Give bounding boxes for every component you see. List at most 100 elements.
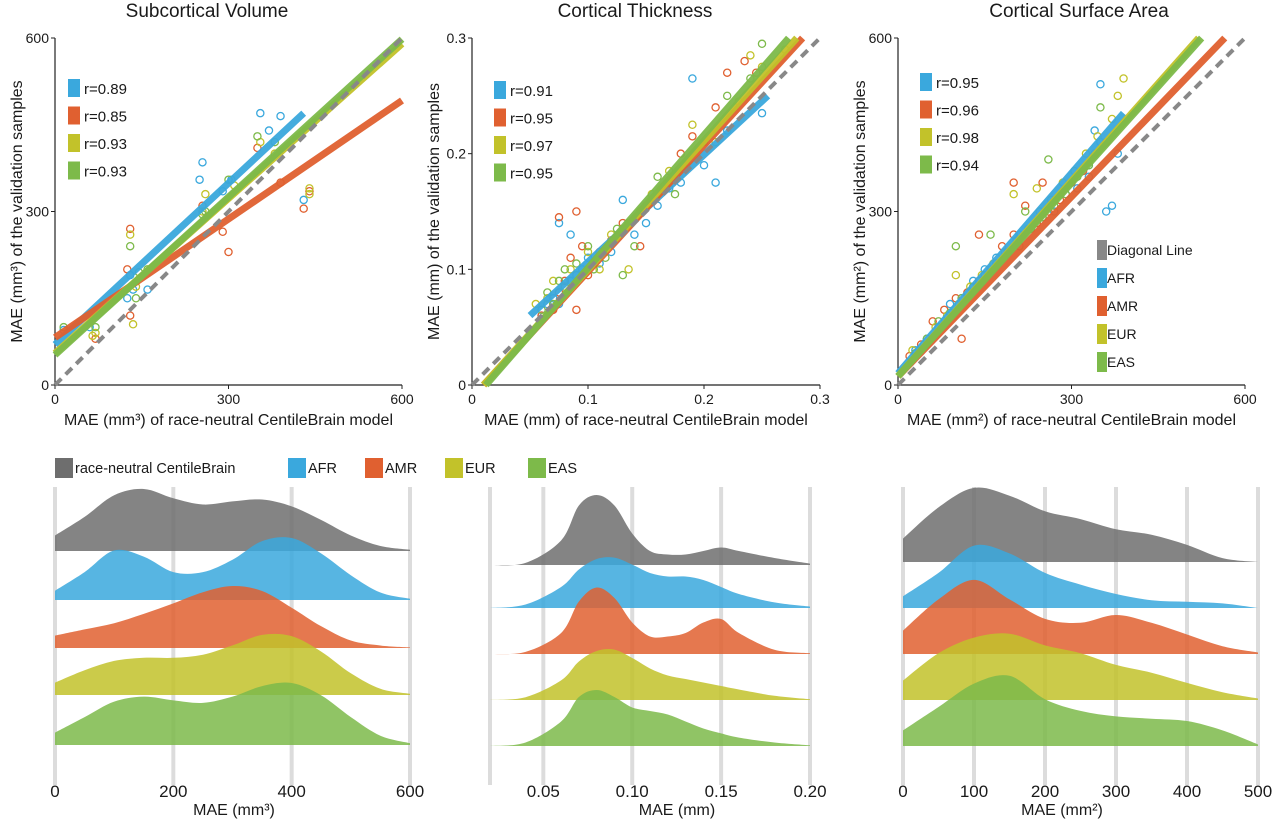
- point-eur: [688, 120, 697, 130]
- point-amr: [711, 103, 720, 112]
- point-eas: [125, 241, 135, 251]
- r-label: r=0.96: [936, 103, 979, 120]
- point-amr: [688, 132, 697, 141]
- panel-title: Subcortical Volume: [126, 1, 289, 22]
- point-eas: [670, 189, 680, 199]
- legend-label: AMR: [1107, 298, 1138, 314]
- scatter-panel-3: Cortical Surface Area 0 300 600 0 300 600 MAE (…: [852, 1, 1257, 429]
- y-tick-label: 0.3: [447, 30, 467, 46]
- point-afr: [1101, 207, 1111, 216]
- x-tick-label: 0: [51, 391, 59, 407]
- point-eur: [125, 230, 135, 239]
- ridge-panel-2: 0.05 0.10 0.15 0.20 MAE (mm): [488, 487, 827, 819]
- point-eur: [305, 184, 314, 193]
- legend-swatch: [55, 458, 73, 478]
- r-label: r=0.89: [84, 81, 127, 98]
- point-afr: [1107, 201, 1117, 210]
- point-eas: [1044, 155, 1053, 164]
- point-afr: [711, 178, 720, 187]
- r-label: r=0.95: [510, 166, 553, 183]
- y-axis-label: MAE (mm²) of the validation samples: [852, 80, 869, 342]
- y-tick-label: 300: [869, 204, 893, 220]
- y-tick-label: 600: [26, 30, 50, 46]
- point-afr: [554, 218, 564, 228]
- x-tick-label: 200: [159, 782, 187, 801]
- x-tick-label: 0.2: [694, 391, 714, 407]
- panel-title: Cortical Surface Area: [989, 1, 1169, 22]
- r-swatch-eas: [920, 155, 932, 174]
- legend-label: AFR: [1107, 270, 1135, 286]
- ridge-panels: 0 200 400 600 MAE (mm³) 0.05 0.10 0.15 0.20 MAE (…: [50, 458, 1272, 819]
- point-afr: [618, 195, 628, 205]
- r-swatch-afr: [68, 79, 80, 97]
- point-amr: [957, 334, 966, 343]
- x-axis-label: MAE (mm²) of race-neutral CentileBrain m…: [907, 412, 1236, 429]
- legend-label: Diagonal Line: [1107, 242, 1193, 258]
- point-eas: [630, 241, 639, 251]
- x-tick-label: 600: [390, 391, 414, 407]
- point-amr: [572, 207, 581, 216]
- r-swatch-eur: [920, 128, 932, 146]
- legend-label: EUR: [465, 461, 496, 477]
- point-afr: [566, 230, 575, 239]
- point-afr: [256, 108, 265, 118]
- point-afr: [299, 195, 308, 205]
- point-eur: [1032, 184, 1042, 193]
- fit-line-eas: [895, 35, 1205, 379]
- point-amr: [554, 213, 564, 222]
- legend-swatch: [288, 458, 306, 478]
- point-amr: [635, 241, 645, 251]
- legend-swatch: [528, 458, 546, 478]
- point-eas: [986, 230, 995, 239]
- y-tick-label: 300: [26, 204, 50, 220]
- ridge-amr: [55, 585, 410, 648]
- point-afr: [276, 111, 285, 121]
- r-swatch-afr: [494, 81, 506, 99]
- r-label: r=0.97: [510, 138, 553, 155]
- x-tick-label: 0.05: [527, 782, 560, 801]
- r-swatch-eur: [494, 136, 506, 154]
- point-afr: [143, 285, 152, 294]
- r-label: r=0.93: [84, 164, 127, 181]
- legend-swatch: [1097, 296, 1107, 316]
- point-amr: [1038, 178, 1047, 187]
- point-eur: [201, 189, 210, 199]
- point-amr: [572, 305, 581, 315]
- legend-label: race-neutral CentileBrain: [75, 461, 235, 477]
- x-tick-label: 300: [1102, 782, 1130, 801]
- ridge-panel-1: 0 200 400 600 MAE (mm³): [50, 487, 424, 819]
- ridge-afr: [490, 557, 810, 608]
- point-eas: [618, 270, 628, 280]
- point-eas: [722, 91, 732, 101]
- x-tick-label: 400: [1173, 782, 1201, 801]
- point-eur: [88, 331, 97, 341]
- x-tick-label: 400: [277, 782, 305, 801]
- point-afr: [264, 126, 274, 135]
- scatter-panel-1: Subcortical Volume 0 300 600 0 300 600 MAE (mm³…: [9, 1, 414, 429]
- point-afr: [123, 293, 132, 303]
- x-axis-label: MAE (mm²): [1021, 802, 1103, 819]
- legend-swatch: [1097, 240, 1107, 260]
- x-tick-label: 0.10: [616, 782, 649, 801]
- point-amr: [125, 224, 135, 234]
- point-afr: [688, 74, 697, 83]
- legend-label: AMR: [385, 461, 417, 477]
- point-amr: [1020, 201, 1030, 210]
- panel-title: Cortical Thickness: [558, 1, 713, 22]
- y-tick-label: 0.1: [447, 261, 467, 277]
- r-swatch-amr: [68, 106, 80, 125]
- r-label: r=0.95: [510, 111, 553, 128]
- point-afr: [699, 160, 709, 170]
- point-afr: [641, 218, 651, 228]
- x-tick-label: 100: [960, 782, 988, 801]
- ridge-amr: [490, 587, 810, 655]
- legend-label: EAS: [548, 461, 577, 477]
- r-swatch-eas: [68, 161, 80, 180]
- x-axis-label: MAE (mm³) of race-neutral CentileBrain m…: [64, 412, 393, 429]
- point-afr: [198, 158, 207, 167]
- legend-label: EUR: [1107, 326, 1137, 342]
- r-label: r=0.94: [936, 158, 979, 175]
- point-eas: [253, 132, 262, 141]
- point-amr: [740, 56, 749, 66]
- ridge-afr: [55, 537, 410, 600]
